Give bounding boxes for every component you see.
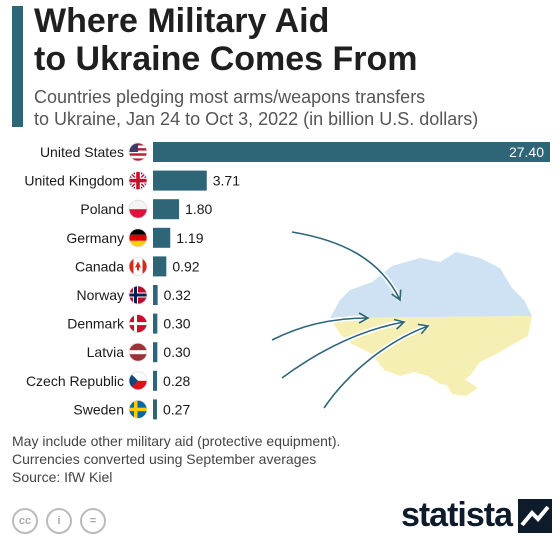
bar [153,342,158,363]
aid-arrow [280,318,406,381]
crimea-shape [446,380,478,396]
value-label: 0.28 [163,373,190,389]
bar-row: Germany 1.19 [66,227,204,248]
value-label: 0.30 [163,344,190,360]
aid-arrow [291,229,403,302]
category-label: Germany [66,230,124,246]
category-label: Norway [77,287,124,303]
aid-arrow [321,323,430,410]
bar-row: Latvia 0.30 [87,342,191,363]
bar [153,256,167,277]
title-line-2: to Ukraine Comes From [34,40,418,78]
arrows-group [270,229,430,410]
bar-row: United States 27.40 [40,142,550,162]
value-label: 3.71 [213,173,240,189]
title-line-1: Where Military Aid [34,2,330,40]
bar [153,399,157,420]
chart-subtitle: Countries pledging most arms/weapons tra… [34,86,554,130]
flag-germany-icon [128,228,148,248]
category-label: Denmark [67,316,125,332]
no-derivatives-icon[interactable]: = [80,508,106,534]
category-label: Sweden [73,401,124,417]
title-accent-bar [12,6,23,127]
flag-denmark-icon [128,314,148,334]
chart-title: Where Military Aid to Ukraine Comes From [34,2,554,78]
category-label: Canada [75,258,124,274]
flag-sweden-icon [128,399,148,419]
map-yellow-half [330,316,532,386]
flag-united-kingdom-icon [128,171,148,190]
bar [153,313,158,334]
category-label: United States [40,144,124,160]
subtitle-line-1: Countries pledging most arms/weapons tra… [34,87,426,107]
flag-poland-icon [128,199,148,219]
statista-logo[interactable]: statista [401,496,552,535]
category-label: United Kingdom [24,173,124,189]
flag-czech-republic-icon [128,371,148,391]
brand-name: statista [400,496,513,534]
flag-latvia-icon [128,342,148,362]
subtitle-line-2: to Ukraine, Jan 24 to Oct 3, 2022 (in bi… [34,109,479,129]
category-label: Poland [80,201,124,217]
license-icons: cc i = [12,508,106,534]
creative-commons-icon[interactable]: cc [12,508,38,534]
flag-united-states-icon [128,142,148,162]
category-label: Czech Republic [26,373,124,389]
flag-canada-icon [128,257,148,276]
chart-notes: May include other military aid (protecti… [12,432,340,486]
map-blue-half [330,252,532,318]
note-line-1: May include other military aid (protecti… [12,433,341,449]
bar [153,285,158,305]
value-label: 1.80 [185,201,212,217]
aid-arrow [270,312,370,343]
value-label: 1.19 [176,230,203,246]
bar-row: Canada 0.92 [75,256,200,277]
bar-row: Denmark 0.30 [67,313,191,334]
ukraine-map-illustration [330,252,532,396]
value-label: 0.27 [163,401,190,417]
bar [153,170,207,191]
bar-row: Sweden 0.27 [73,399,190,420]
flag-norway-icon [128,285,148,305]
value-label: 0.30 [163,316,190,332]
bar [153,142,550,162]
note-line-2: Currencies converted using September ave… [12,451,317,467]
value-label: 27.40 [509,144,544,160]
source-note: Source: IfW Kiel [12,469,113,485]
attribution-icon[interactable]: i [46,508,72,534]
category-label: Latvia [87,344,125,360]
bar-row: Norway 0.32 [77,285,191,305]
value-label: 0.32 [164,287,191,303]
value-label: 0.92 [172,258,199,274]
bar-row: United Kingdom 3.71 [24,170,240,191]
bar [153,370,158,391]
bar [153,227,171,248]
bar-row: Poland 1.80 [80,199,213,220]
bar [153,199,180,220]
statista-logo-icon [518,498,552,533]
bar-row: Czech Republic 0.28 [26,370,191,391]
